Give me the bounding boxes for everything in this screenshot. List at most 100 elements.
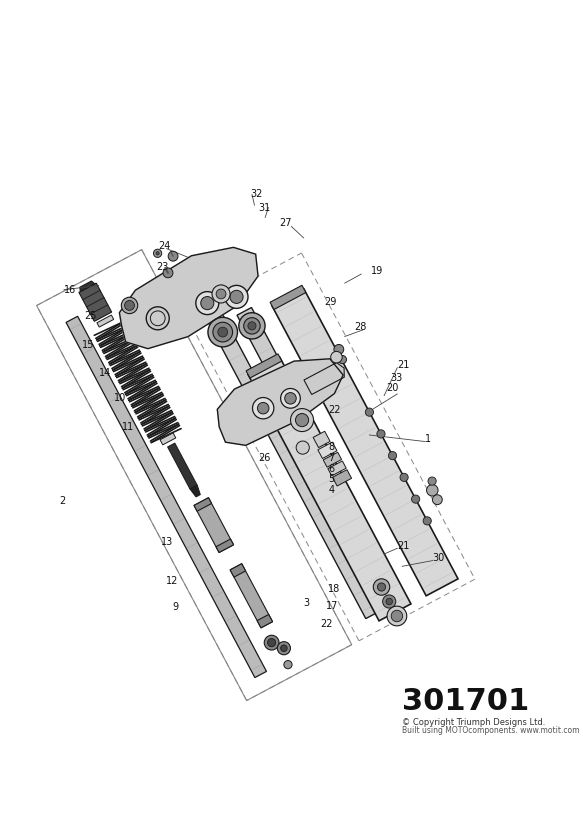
Circle shape [423, 517, 431, 525]
Circle shape [382, 595, 396, 608]
Circle shape [196, 292, 219, 315]
Text: Built using MOTOcomponents. www.motit.com: Built using MOTOcomponents. www.motit.co… [402, 726, 580, 735]
Polygon shape [328, 461, 346, 476]
Text: 31: 31 [259, 203, 271, 213]
Polygon shape [66, 316, 266, 677]
Circle shape [239, 313, 265, 339]
Text: 5: 5 [328, 475, 335, 485]
Circle shape [216, 289, 226, 299]
Polygon shape [332, 470, 352, 486]
Text: 17: 17 [326, 601, 338, 611]
Polygon shape [216, 539, 234, 553]
Text: 8: 8 [328, 442, 335, 452]
Text: 18: 18 [328, 584, 340, 594]
Circle shape [153, 249, 161, 257]
Text: 12: 12 [166, 576, 178, 586]
Circle shape [427, 485, 438, 496]
Circle shape [377, 583, 385, 591]
Polygon shape [323, 452, 342, 467]
Circle shape [388, 452, 396, 460]
Circle shape [412, 495, 420, 503]
Circle shape [213, 322, 233, 342]
Polygon shape [194, 498, 234, 553]
Text: 21: 21 [397, 360, 410, 370]
Circle shape [296, 441, 310, 454]
Circle shape [433, 494, 442, 504]
Polygon shape [270, 285, 306, 310]
Circle shape [331, 351, 342, 363]
Text: 26: 26 [258, 453, 270, 463]
Circle shape [334, 344, 344, 354]
Polygon shape [272, 289, 458, 596]
Polygon shape [230, 564, 273, 628]
Text: 14: 14 [99, 368, 111, 378]
Circle shape [212, 285, 230, 303]
Polygon shape [160, 433, 176, 445]
Circle shape [163, 268, 173, 278]
Circle shape [168, 251, 178, 261]
Polygon shape [313, 431, 330, 447]
Text: 33: 33 [391, 372, 403, 382]
Circle shape [290, 409, 314, 432]
Text: 30: 30 [433, 553, 445, 563]
Text: 22: 22 [328, 405, 341, 415]
Circle shape [208, 317, 237, 347]
Polygon shape [318, 442, 337, 458]
Circle shape [201, 297, 214, 310]
Circle shape [377, 430, 385, 438]
Circle shape [225, 285, 248, 308]
Text: 11: 11 [121, 422, 134, 432]
Circle shape [248, 321, 256, 330]
Text: 3: 3 [304, 598, 310, 608]
Text: 7: 7 [328, 453, 335, 463]
Circle shape [268, 639, 276, 647]
Text: 1: 1 [425, 434, 431, 444]
Text: 32: 32 [250, 190, 263, 199]
Circle shape [366, 408, 374, 416]
Text: 22: 22 [320, 619, 333, 629]
Polygon shape [167, 443, 197, 489]
Circle shape [218, 327, 227, 337]
Circle shape [150, 311, 165, 325]
Text: © Copyright Triumph Designs Ltd.: © Copyright Triumph Designs Ltd. [402, 718, 546, 727]
Polygon shape [257, 615, 273, 628]
Circle shape [156, 251, 159, 255]
Text: 13: 13 [161, 536, 173, 546]
Text: 19: 19 [371, 266, 383, 276]
Polygon shape [194, 498, 212, 511]
Circle shape [387, 606, 407, 626]
Polygon shape [237, 307, 406, 605]
Text: 15: 15 [82, 339, 94, 349]
Circle shape [400, 473, 408, 481]
Circle shape [258, 402, 269, 414]
Circle shape [278, 642, 290, 655]
Text: 29: 29 [324, 297, 336, 307]
Text: 16: 16 [64, 284, 76, 295]
Polygon shape [80, 281, 95, 292]
Circle shape [296, 414, 308, 427]
Text: 24: 24 [159, 241, 171, 251]
Circle shape [284, 661, 292, 669]
Circle shape [391, 611, 403, 622]
Text: 27: 27 [279, 218, 292, 228]
Text: 28: 28 [354, 321, 367, 331]
Text: 21: 21 [397, 541, 410, 550]
Circle shape [244, 317, 260, 334]
Circle shape [428, 477, 436, 485]
Circle shape [252, 397, 274, 419]
Text: 6: 6 [328, 464, 335, 474]
Circle shape [121, 297, 138, 314]
Polygon shape [97, 315, 114, 327]
Text: 23: 23 [156, 262, 168, 272]
Text: 4: 4 [328, 485, 335, 495]
Circle shape [280, 645, 287, 652]
Circle shape [338, 355, 346, 363]
Polygon shape [190, 485, 201, 497]
Text: 20: 20 [386, 383, 398, 393]
Text: 10: 10 [114, 393, 127, 403]
Circle shape [264, 635, 279, 650]
Circle shape [373, 578, 389, 595]
Polygon shape [248, 358, 411, 620]
Polygon shape [246, 353, 282, 378]
Text: 301701: 301701 [402, 687, 529, 716]
